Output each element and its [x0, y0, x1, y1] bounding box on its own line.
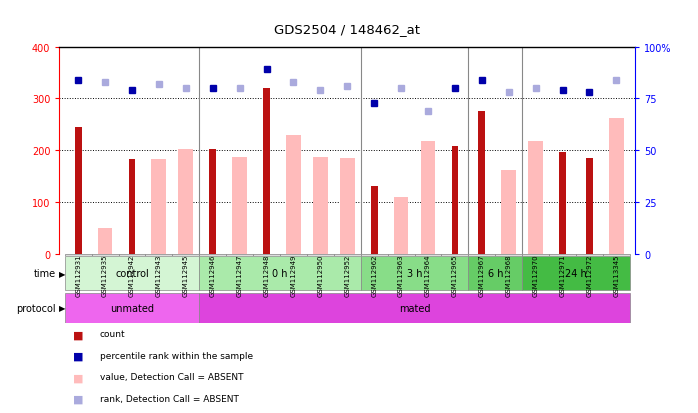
Text: time: time: [34, 268, 56, 279]
Bar: [340, 159, 355, 254]
Text: GSM112963: GSM112963: [398, 254, 404, 297]
Text: ■: ■: [73, 351, 84, 361]
Text: GSM112967: GSM112967: [479, 254, 485, 297]
Bar: [98, 228, 112, 254]
FancyBboxPatch shape: [199, 254, 226, 256]
Text: 24 h: 24 h: [565, 268, 587, 279]
Text: GSM112971: GSM112971: [560, 254, 565, 297]
FancyBboxPatch shape: [468, 257, 522, 290]
FancyBboxPatch shape: [441, 254, 468, 256]
Text: GSM112950: GSM112950: [318, 254, 323, 297]
Bar: [394, 197, 408, 254]
FancyBboxPatch shape: [307, 254, 334, 256]
FancyBboxPatch shape: [226, 254, 253, 256]
Text: rank, Detection Call = ABSENT: rank, Detection Call = ABSENT: [100, 394, 239, 403]
Text: protocol: protocol: [16, 303, 56, 313]
FancyBboxPatch shape: [172, 254, 199, 256]
Bar: [128, 160, 135, 254]
FancyBboxPatch shape: [145, 254, 172, 256]
Text: GSM112962: GSM112962: [371, 254, 377, 297]
Text: GSM112943: GSM112943: [156, 254, 162, 297]
Text: GSM112931: GSM112931: [75, 254, 81, 297]
Bar: [478, 112, 485, 254]
Text: GSM112965: GSM112965: [452, 254, 458, 297]
FancyBboxPatch shape: [65, 293, 199, 323]
Text: GSM112947: GSM112947: [237, 254, 243, 297]
Text: GSM112946: GSM112946: [209, 254, 216, 297]
Bar: [501, 170, 516, 254]
Text: GSM112949: GSM112949: [290, 254, 297, 297]
FancyBboxPatch shape: [468, 254, 496, 256]
FancyBboxPatch shape: [361, 254, 387, 256]
Text: ■: ■: [73, 373, 84, 382]
Text: GSM112964: GSM112964: [425, 254, 431, 297]
Bar: [559, 153, 566, 254]
Bar: [263, 89, 270, 254]
FancyBboxPatch shape: [65, 257, 199, 290]
FancyBboxPatch shape: [361, 257, 468, 290]
Bar: [313, 158, 328, 254]
Text: control: control: [115, 268, 149, 279]
FancyBboxPatch shape: [65, 254, 91, 256]
Text: GSM112948: GSM112948: [264, 254, 269, 297]
Bar: [179, 150, 193, 254]
Bar: [528, 142, 543, 254]
Text: percentile rank within the sample: percentile rank within the sample: [100, 351, 253, 360]
Text: 6 h: 6 h: [487, 268, 503, 279]
FancyBboxPatch shape: [199, 293, 630, 323]
Text: value, Detection Call = ABSENT: value, Detection Call = ABSENT: [100, 373, 244, 382]
Bar: [586, 159, 593, 254]
Text: ▶: ▶: [59, 269, 65, 278]
Text: GSM112968: GSM112968: [506, 254, 512, 297]
Bar: [421, 142, 436, 254]
Text: ■: ■: [73, 394, 84, 404]
FancyBboxPatch shape: [199, 257, 361, 290]
FancyBboxPatch shape: [334, 254, 361, 256]
Text: GSM112942: GSM112942: [129, 254, 135, 297]
FancyBboxPatch shape: [415, 254, 441, 256]
FancyBboxPatch shape: [253, 254, 280, 256]
FancyBboxPatch shape: [576, 254, 603, 256]
FancyBboxPatch shape: [603, 254, 630, 256]
Bar: [452, 147, 459, 254]
Text: 3 h: 3 h: [407, 268, 422, 279]
FancyBboxPatch shape: [280, 254, 307, 256]
Text: mated: mated: [399, 303, 430, 313]
Text: GSM113345: GSM113345: [614, 254, 619, 297]
Text: GDS2504 / 148462_at: GDS2504 / 148462_at: [274, 23, 420, 36]
FancyBboxPatch shape: [522, 254, 549, 256]
Bar: [232, 158, 247, 254]
FancyBboxPatch shape: [522, 257, 630, 290]
FancyBboxPatch shape: [549, 254, 576, 256]
FancyBboxPatch shape: [119, 254, 145, 256]
Text: GSM112970: GSM112970: [533, 254, 539, 297]
FancyBboxPatch shape: [387, 254, 415, 256]
Bar: [286, 135, 301, 254]
Bar: [609, 119, 624, 254]
Bar: [75, 128, 82, 254]
Text: GSM112952: GSM112952: [344, 254, 350, 297]
Text: ▶: ▶: [59, 304, 65, 312]
Bar: [151, 160, 166, 254]
Text: ■: ■: [73, 330, 84, 339]
Text: GSM112972: GSM112972: [586, 254, 593, 297]
Text: GSM112945: GSM112945: [183, 254, 188, 297]
Text: GSM112935: GSM112935: [102, 254, 108, 297]
FancyBboxPatch shape: [91, 254, 119, 256]
FancyBboxPatch shape: [496, 254, 522, 256]
Bar: [209, 150, 216, 254]
Text: unmated: unmated: [110, 303, 154, 313]
Text: 0 h: 0 h: [272, 268, 288, 279]
Bar: [371, 187, 378, 254]
Text: count: count: [100, 330, 126, 339]
